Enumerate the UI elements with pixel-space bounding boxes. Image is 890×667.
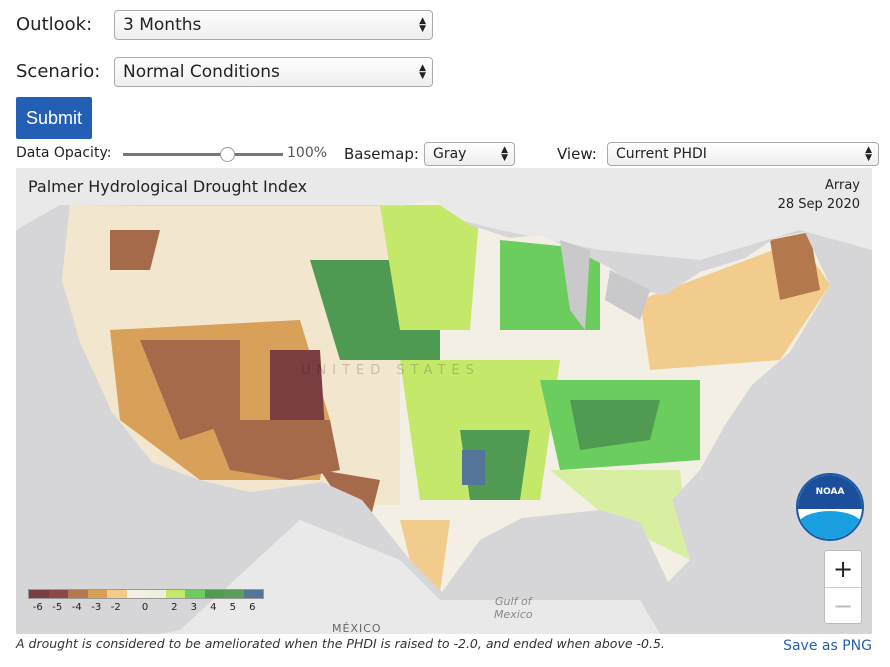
scenario-value: Normal Conditions [123,62,280,82]
legend: -6 -5 -4 -3 -2 0 2 3 4 5 6 [28,589,264,616]
view-value: Current PHDI [616,146,707,162]
legend-swatch [185,590,205,598]
select-arrows-icon: ▲ ▼ [501,145,508,163]
legend-tick: -3 [91,602,102,613]
outlook-value: 3 Months [123,15,202,35]
select-arrows-icon: ▲ ▼ [419,63,426,81]
legend-swatch [29,590,49,598]
legend-tick: 5 [229,602,236,613]
view-label: View: [557,145,597,163]
map-info: Array 28 Sep 2020 [778,176,860,214]
zoom-control: + − [824,550,862,624]
opacity-label: Data Opacity: [16,145,112,161]
outlook-select[interactable]: 3 Months ▲ ▼ [114,10,433,40]
scenario-select[interactable]: Normal Conditions ▲ ▼ [114,57,433,87]
gulf-label-line2: Mexico [494,608,533,621]
save-as-png-link[interactable]: Save as PNG [783,638,872,654]
legend-tick: -5 [52,602,63,613]
legend-tick: 2 [171,602,178,613]
map[interactable]: Palmer Hydrological Drought Index Array … [16,168,872,634]
legend-swatch [87,590,107,598]
map-subtitle: Array [824,178,860,193]
legend-swatch [224,590,244,598]
legend-tick: -4 [71,602,82,613]
legend-tick: 4 [210,602,217,613]
basemap-value: Gray [433,146,467,162]
select-arrows-icon: ▲ ▼ [865,145,872,163]
opacity-slider-handle[interactable] [220,147,235,162]
noaa-logo-text: NOAA [798,475,862,509]
view-select[interactable]: Current PHDI ▲ ▼ [607,142,879,166]
legend-swatch [48,590,68,598]
legend-swatch [68,590,88,598]
mexico-label: MÉXICO [332,622,382,634]
zoom-in-button[interactable]: + [825,551,861,588]
zoom-out-button[interactable]: − [832,592,854,620]
noaa-logo: NOAA [796,473,864,541]
legend-tick: 3 [190,602,197,613]
country-label: UNITED STATES [301,363,480,378]
map-canvas [16,168,872,634]
map-title: Palmer Hydrological Drought Index [28,177,308,196]
map-date: 28 Sep 2020 [777,197,860,212]
gulf-label-line1: Gulf of [495,595,532,608]
opacity-value: 100% [287,145,328,161]
basemap-label: Basemap: [344,145,419,163]
legend-colorbar [28,589,264,599]
select-arrows-icon: ▲ ▼ [419,16,426,34]
legend-swatch [243,590,263,598]
footnote: A drought is considered to be ameliorate… [16,636,665,651]
outlook-label: Outlook: [16,14,93,35]
legend-swatch [146,590,166,598]
scenario-label: Scenario: [16,61,101,82]
legend-tick: -2 [110,602,121,613]
opacity-slider[interactable] [123,147,283,162]
legend-swatch [107,590,127,598]
legend-swatch [204,590,224,598]
legend-swatch [126,590,146,598]
legend-ticks: -6 -5 -4 -3 -2 0 2 3 4 5 6 [28,602,264,616]
mexico-land [160,520,660,634]
legend-swatch [165,590,185,598]
great-lakes [560,240,650,330]
phdi-regions [62,205,830,592]
legend-tick: 0 [141,602,149,613]
legend-tick: 6 [249,602,256,613]
basemap-select[interactable]: Gray ▲ ▼ [424,142,515,166]
submit-button[interactable]: Submit [16,97,92,139]
legend-tick: -6 [32,602,43,613]
gulf-label: Gulf of Mexico [494,595,533,621]
noaa-logo-wave [798,511,862,539]
